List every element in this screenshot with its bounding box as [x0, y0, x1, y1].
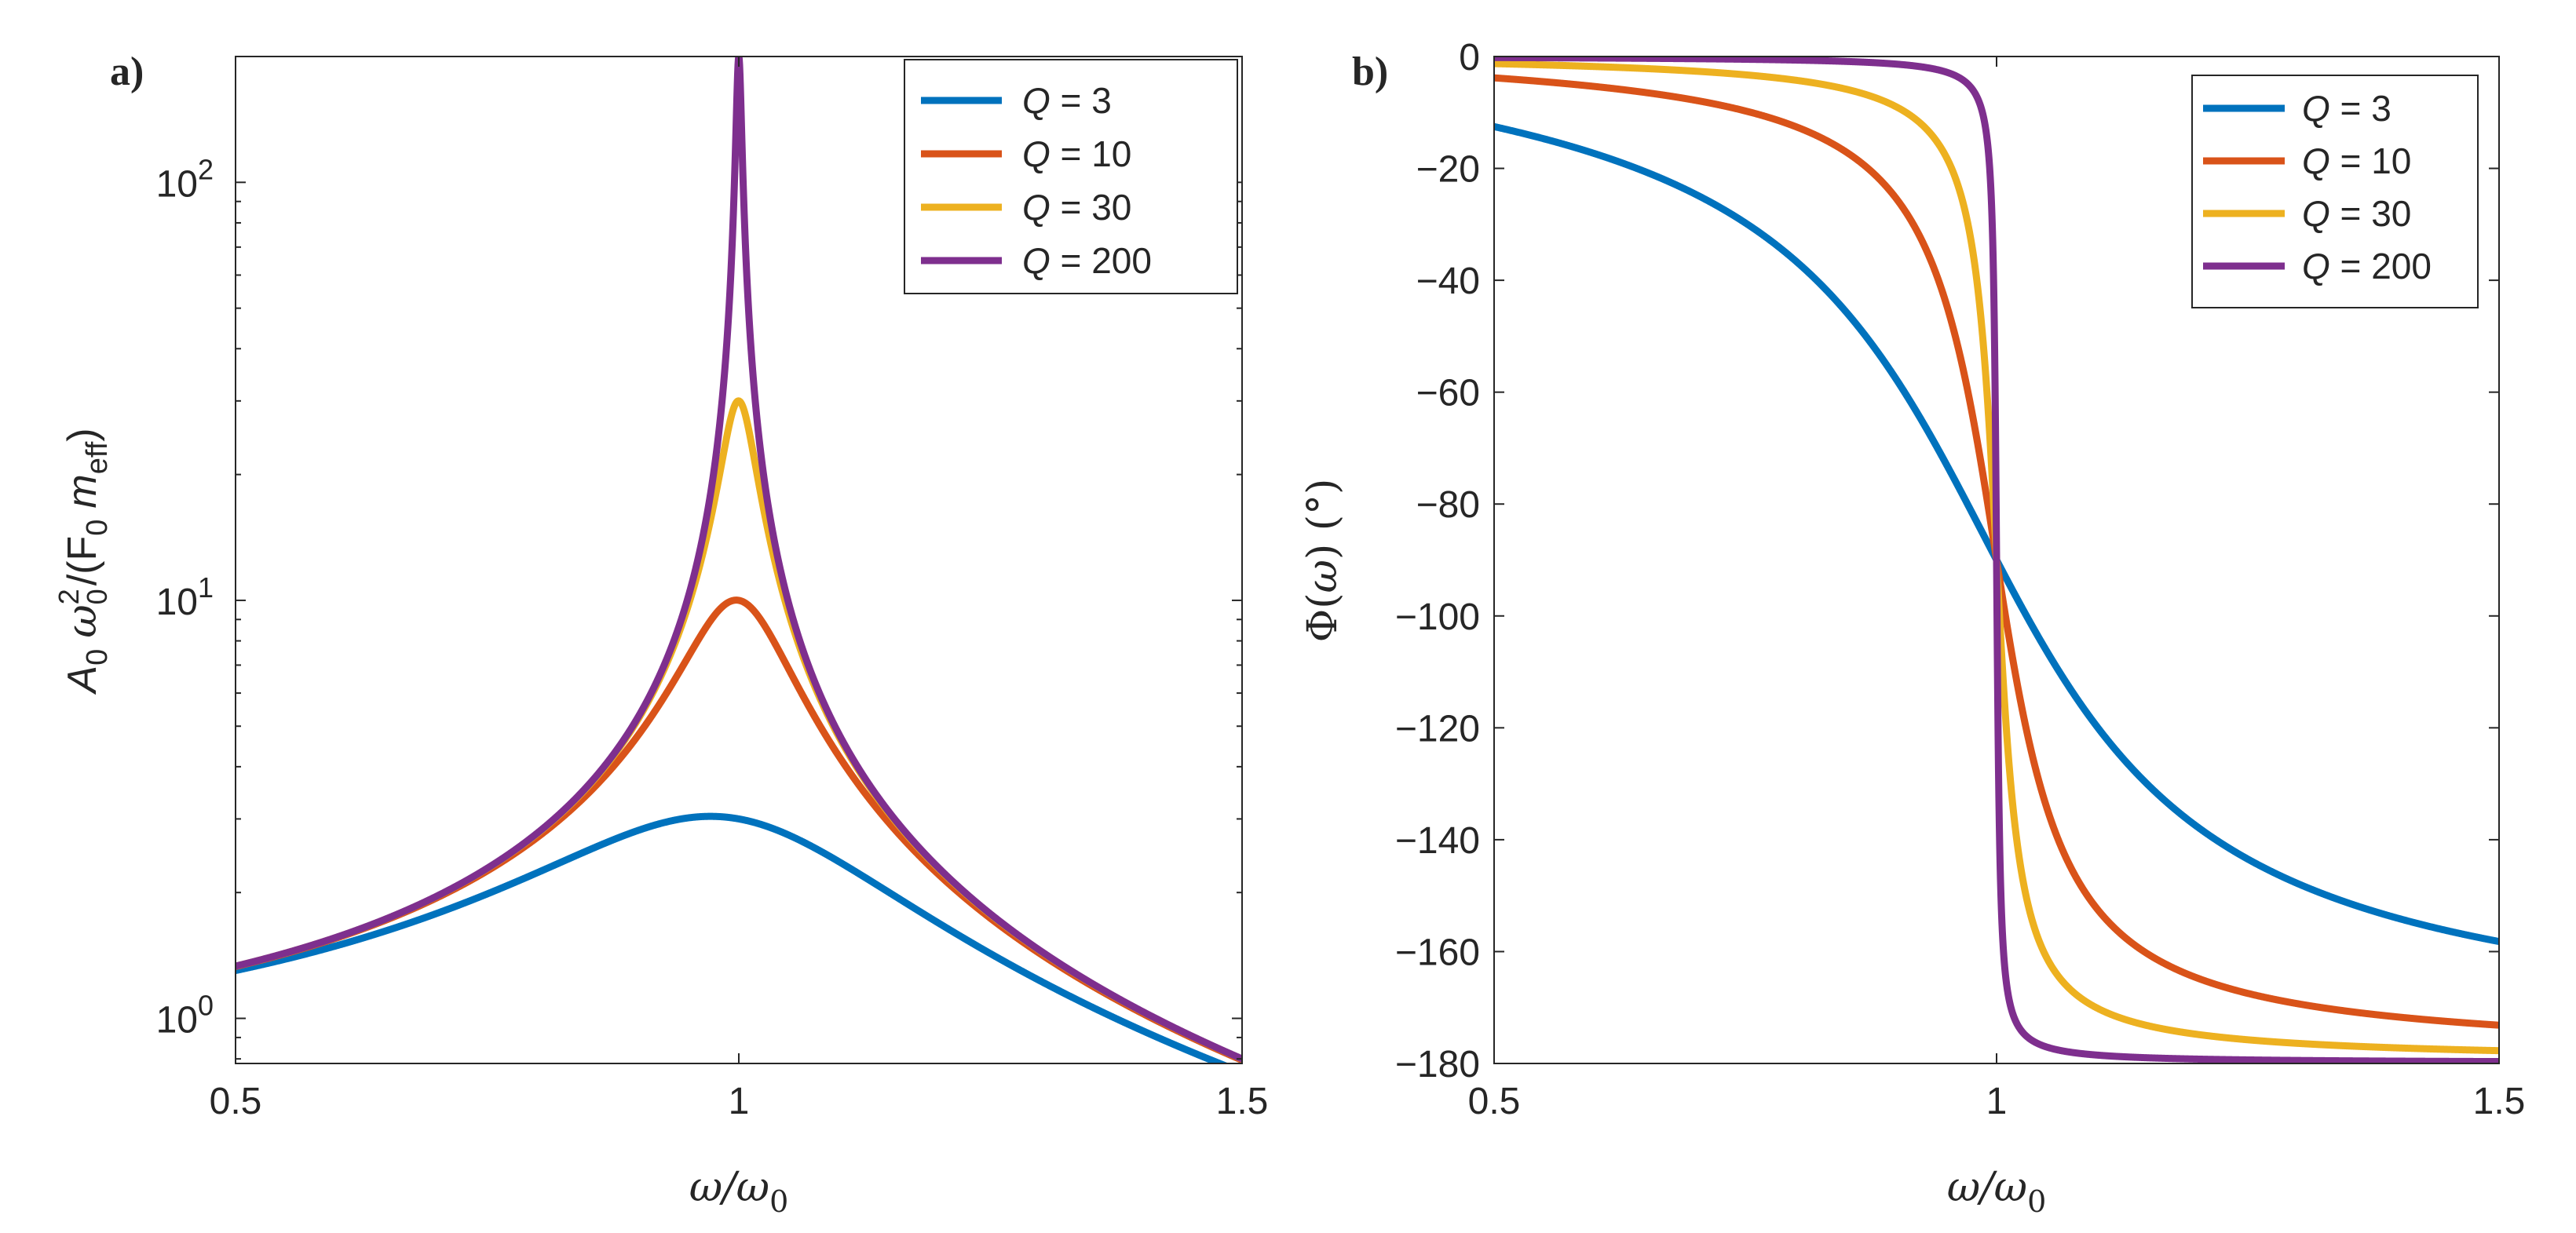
y-tick-label: −100	[1395, 596, 1480, 638]
legend-entry-q10: Q = 10	[1022, 133, 1131, 174]
y-tick-label: −160	[1395, 932, 1480, 973]
y-tick-label: −20	[1416, 149, 1480, 191]
panel-a-label: a)	[110, 49, 144, 94]
y-tick-label: −80	[1416, 484, 1480, 526]
x-tick-label: 1	[729, 1081, 750, 1122]
y-tick-label: −40	[1416, 261, 1480, 302]
series-line-q200	[236, 57, 1242, 1063]
panel-b-y-axis-label: Φ(ω) (°)	[1299, 479, 1346, 643]
panel-a-x-axis-label: ω/ω0	[689, 1164, 789, 1219]
legend-entry-q10: Q = 10	[2302, 140, 2411, 181]
panel-b-legend: Q = 3 Q = 10 Q = 30 Q = 200	[2191, 75, 2479, 308]
legend-entry-q30: Q = 30	[1022, 187, 1131, 228]
y-tick-label: −140	[1395, 820, 1480, 862]
panel-b: b) 0.5 1 1.5 0 −20 −40 −60 −80 −100 −120 −140 −160 −…	[1299, 37, 2525, 1219]
x-tick-label: 1.5	[2473, 1081, 2526, 1122]
x-tick-label: 0.5	[210, 1081, 262, 1122]
x-tick-label: 1.5	[1216, 1081, 1269, 1122]
y-tick-label: 102	[156, 153, 214, 205]
panel-a-legend: Q = 3 Q = 10 Q = 30 Q = 200	[904, 59, 1238, 294]
y-tick-label: 101	[156, 571, 214, 623]
panel-b-x-axis-label: ω/ω0	[1947, 1164, 2047, 1219]
y-tick-label: −180	[1395, 1044, 1480, 1085]
legend-entry-q200: Q = 200	[1022, 240, 1152, 281]
y-tick-label: 100	[156, 990, 214, 1041]
legend-entry-q30: Q = 30	[2302, 193, 2411, 234]
y-tick-label: 0	[1459, 37, 1480, 78]
panel-a-xlabel-sub: 0	[769, 1184, 788, 1219]
panel-a-ticks: 0.5 1 1.5 100 101 102	[156, 57, 1269, 1122]
panel-a-plot	[236, 57, 1242, 1063]
legend-entry-q200: Q = 200	[2302, 246, 2432, 286]
panel-b-ticks: 0.5 1 1.5 0 −20 −40 −60 −80 −100 −120 −140 −160 −180	[1395, 37, 2525, 1122]
series-line-q3	[236, 812, 1230, 1063]
panel-a-y-axis-label: A0ω20/(F0meff)	[53, 428, 114, 695]
series-line-q200	[1494, 57, 2499, 1063]
legend-entry-q3: Q = 3	[2302, 88, 2391, 129]
panel-b-plot	[1494, 57, 2499, 1063]
y-tick-label: −60	[1416, 373, 1480, 414]
x-tick-label: 1	[1986, 1081, 2008, 1122]
x-tick-label: 0.5	[1468, 1081, 1521, 1122]
panel-a-xlabel-main: ω/ω	[689, 1164, 769, 1211]
y-tick-label: −120	[1395, 708, 1480, 750]
legend-entry-q3: Q = 3	[1022, 80, 1112, 121]
panel-b-label: b)	[1352, 49, 1388, 94]
